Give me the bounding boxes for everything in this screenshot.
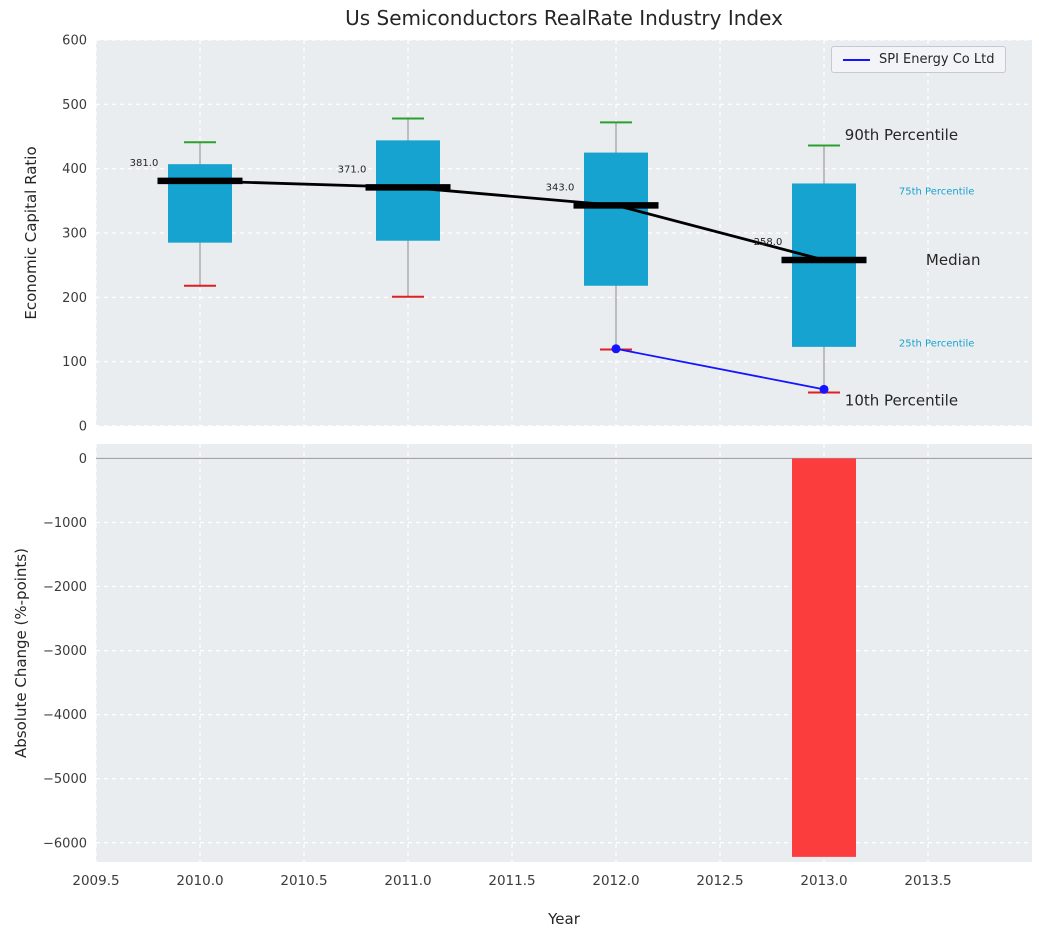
x-tick-label: 2013.0: [800, 873, 847, 889]
legend-line-sample-icon: [843, 58, 870, 61]
y-tick-label: 400: [62, 162, 87, 177]
change-bar: [792, 458, 856, 857]
x-tick-label: 2009.5: [72, 873, 119, 889]
median-trend-line: [199, 179, 825, 262]
tick-labels: 600 500 400 300 200 100 0 0 −1000 −2000 −3000 −4000…: [43, 34, 952, 890]
percentile-label: 25th Percentile: [899, 339, 975, 350]
median-line: [157, 177, 867, 264]
y-tick-label: 0: [79, 452, 87, 467]
legend: SPI Energy Co Ltd: [831, 46, 1007, 73]
percentile-label: Median: [926, 251, 981, 269]
x-tick-label: 2010.5: [280, 873, 327, 889]
y-tick-label: 600: [62, 34, 87, 49]
median-value-label: 371.0: [338, 164, 367, 175]
bottom-axes-background: [96, 444, 1032, 862]
x-tick-label: 2013.5: [904, 873, 951, 889]
x-tick-label: 2012.5: [696, 873, 743, 889]
x-axis-label: Year: [548, 910, 580, 928]
spi-marker: [819, 384, 829, 394]
percentile-label: 90th Percentile: [845, 126, 958, 144]
x-tick-label: 2010.0: [176, 873, 223, 889]
y-tick-label: −5000: [43, 772, 87, 787]
y-tick-label: 300: [62, 227, 87, 242]
x-tick-label: 2012.0: [592, 873, 639, 889]
median-value-label: 381.0: [130, 158, 159, 169]
y-tick-label: −2000: [43, 580, 87, 595]
bottom-y-axis-label: Absolute Change (%-points): [12, 548, 30, 758]
y-tick-label: 500: [62, 98, 87, 113]
annotations: 381.0 371.0 343.0 258.0 90th Percentile 75th …: [130, 126, 981, 409]
top-y-axis-label: Economic Capital Ratio: [22, 146, 40, 320]
box-plots: [168, 117, 856, 394]
axes-backgrounds: [96, 40, 1032, 862]
x-tick-label: 2011.5: [488, 873, 535, 889]
bottom-panel-marks: [96, 457, 1032, 857]
y-tick-label: 100: [62, 355, 87, 370]
spi-series: [611, 344, 829, 394]
y-tick-label: 200: [62, 291, 87, 306]
y-tick-label: −1000: [43, 516, 87, 531]
chart-title: Us Semiconductors RealRate Industry Inde…: [345, 6, 783, 30]
spi-line: [615, 347, 825, 391]
iqr-box: [584, 152, 648, 286]
y-tick-label: −6000: [43, 836, 87, 851]
iqr-box: [168, 164, 232, 243]
iqr-box: [792, 183, 856, 347]
spi-marker: [611, 344, 621, 354]
percentile-label: 10th Percentile: [845, 391, 958, 409]
x-tick-label: 2011.0: [384, 873, 431, 889]
y-tick-label: −4000: [43, 708, 87, 723]
percentile-label: 75th Percentile: [899, 186, 975, 197]
median-value-label: 258.0: [754, 237, 783, 248]
legend-label: SPI Energy Co Ltd: [879, 52, 995, 67]
median-value-label: 343.0: [546, 182, 575, 193]
y-tick-label: 0: [79, 420, 87, 435]
y-tick-label: −3000: [43, 644, 87, 659]
